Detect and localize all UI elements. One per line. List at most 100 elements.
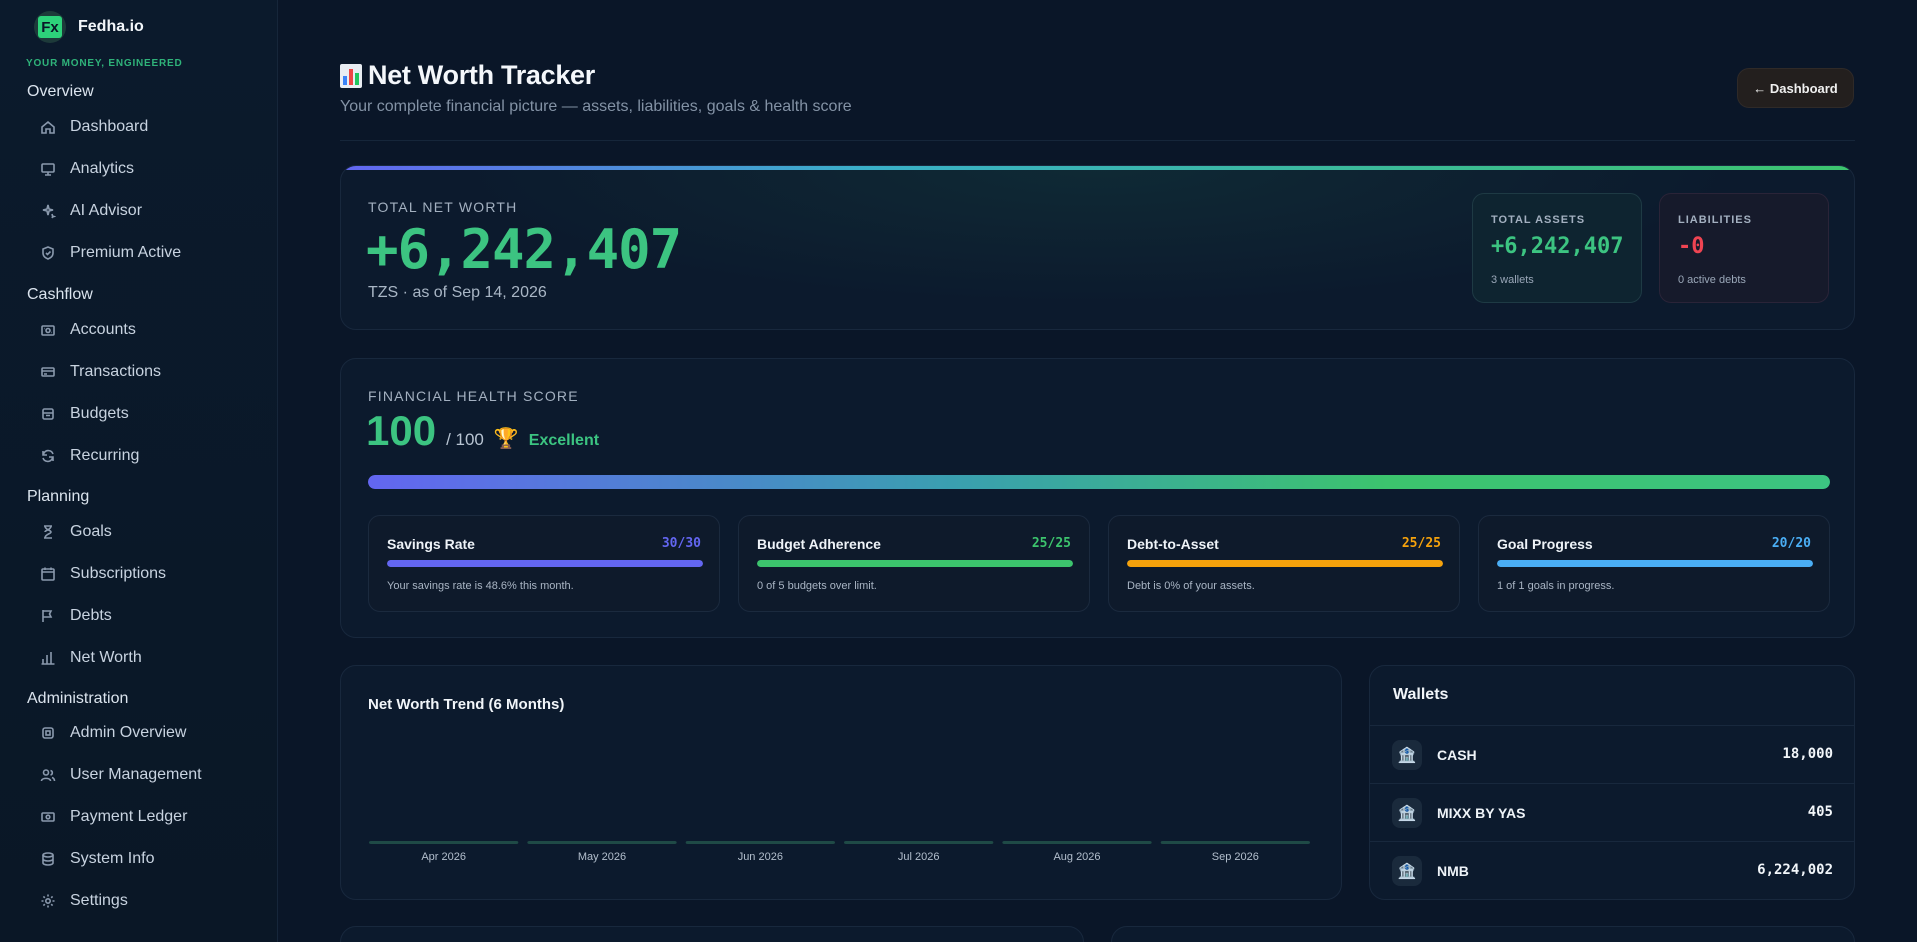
wallets-card: Wallets 🏦 CASH 18,000 🏦 MIXX BY YAS 405 🏦 NMB 6,… (1369, 665, 1855, 900)
metric-description: Your savings rate is 48.6% this month. (387, 580, 574, 592)
metric-bar-fill (387, 560, 703, 567)
sidebar-item-admin-overview[interactable]: Admin Overview (40, 724, 186, 742)
metric-title: Savings Rate (387, 536, 475, 552)
trend-bar-aug-2026[interactable] (1002, 841, 1152, 844)
wallet-icon (40, 322, 56, 338)
users-icon (40, 767, 56, 783)
refresh-icon (40, 448, 56, 464)
health-score-bar (368, 475, 1830, 489)
liabilities-label: LIABILITIES (1678, 214, 1752, 226)
sidebar-item-ai-advisor[interactable]: AI Advisor (40, 202, 142, 220)
sidebar-item-label: Payment Ledger (70, 808, 188, 825)
wallet-row-nmb[interactable]: 🏦 NMB 6,224,002 (1370, 842, 1854, 900)
sidebar-item-goals[interactable]: Goals (40, 523, 112, 541)
gear-icon (40, 893, 56, 909)
sidebar-item-label: Budgets (70, 405, 129, 422)
sidebar-item-label: System Info (70, 850, 155, 867)
sidebar-item-recurring[interactable]: Recurring (40, 447, 139, 465)
total-assets-value: +6,242,407 (1491, 234, 1624, 259)
liabilities-value: -0 (1678, 234, 1705, 259)
metric-bar (387, 560, 703, 567)
trend-bar-apr-2026[interactable] (369, 841, 519, 844)
sidebar-item-payment-ledger[interactable]: Payment Ledger (40, 808, 187, 826)
trend-bar-may-2026[interactable] (527, 841, 677, 844)
wallet-balance: 405 (1807, 804, 1833, 820)
sidebar-section-planning: Planning (27, 488, 90, 505)
sidebar-item-debts[interactable]: Debts (40, 607, 112, 625)
sidebar-item-label: Admin Overview (70, 724, 187, 741)
wallet-row-divider (1370, 783, 1854, 784)
health-score-value: 100 (366, 407, 437, 454)
sidebar-item-premium-active[interactable]: Premium Active (40, 244, 181, 262)
back-to-dashboard-button[interactable]: ← Dashboard (1737, 68, 1854, 108)
sidebar-section-overview: Overview (27, 83, 94, 100)
sidebar-item-subscriptions[interactable]: Subscriptions (40, 565, 166, 583)
wallet-balance: 18,000 (1782, 746, 1833, 762)
sidebar-item-dashboard[interactable]: Dashboard (40, 118, 148, 136)
chip-icon (40, 725, 56, 741)
sidebar-item-accounts[interactable]: Accounts (40, 321, 136, 339)
brand-logo: Fx (34, 11, 66, 43)
health-score-bar-fill (368, 475, 1830, 489)
sidebar-item-label: Goals (70, 523, 112, 540)
trend-tick-label: Aug 2026 (1053, 851, 1100, 863)
metric-bar-fill (1497, 560, 1813, 567)
bank-icon: 🏦 (1392, 740, 1422, 770)
trend-bar-jul-2026[interactable] (844, 841, 994, 844)
sidebar-item-settings[interactable]: Settings (40, 892, 128, 910)
metric-title: Debt-to-Asset (1127, 536, 1219, 552)
sidebar-item-user-management[interactable]: User Management (40, 766, 202, 784)
shield-check-icon (40, 245, 56, 261)
sidebar-item-system-info[interactable]: System Info (40, 850, 154, 868)
sidebar-item-label: AI Advisor (70, 202, 143, 219)
database-icon (40, 851, 56, 867)
net-worth-subtext: TZS · as of Sep 14, 2026 (368, 284, 547, 301)
metric-title: Budget Adherence (757, 536, 881, 552)
wallet-name: MIXX BY YAS (1437, 805, 1526, 821)
sidebar-item-label: Recurring (70, 447, 140, 464)
wallets-title: Wallets (1393, 686, 1449, 703)
sidebar-item-label: Settings (70, 892, 128, 909)
trend-tick-label: Jun 2026 (738, 851, 783, 863)
wallet-name: NMB (1437, 863, 1469, 879)
sidebar-section-administration: Administration (27, 690, 129, 707)
brand[interactable]: Fx Fedha.io (34, 11, 144, 43)
hourglass-icon (40, 524, 56, 540)
sidebar-item-label: Accounts (70, 321, 136, 338)
health-score-max: / 100 (446, 430, 484, 449)
sidebar-item-budgets[interactable]: Budgets (40, 405, 129, 423)
page-title-text: Net Worth Tracker (368, 60, 595, 90)
metric-score: 25/25 (1031, 536, 1071, 551)
trend-tick-label: May 2026 (578, 851, 626, 863)
flag-icon (40, 608, 56, 624)
card-icon (40, 364, 56, 380)
metric-bar (1127, 560, 1443, 567)
sidebar-item-transactions[interactable]: Transactions (40, 363, 161, 381)
sidebar: Fx Fedha.io YOUR MONEY, ENGINEERED Overv… (0, 0, 278, 942)
page-subtitle: Your complete financial picture — assets… (340, 98, 852, 115)
brand-logo-text: Fx (38, 16, 62, 38)
metric-description: 1 of 1 goals in progress. (1497, 580, 1615, 592)
header-divider (340, 140, 1855, 141)
wallet-name: CASH (1437, 747, 1477, 763)
page-title: Net Worth Tracker (340, 60, 595, 91)
trend-bar-sep-2026[interactable] (1160, 841, 1310, 844)
metric-description: Debt is 0% of your assets. (1127, 580, 1255, 592)
sidebar-item-analytics[interactable]: Analytics (40, 160, 134, 178)
sidebar-item-label: Debts (70, 607, 112, 624)
bar-chart-emoji-icon (340, 63, 362, 88)
total-assets-card: TOTAL ASSETS +6,242,407 3 wallets (1472, 193, 1642, 303)
net-worth-trend-chart: Apr 2026 May 2026 Jun 2026 Jul 2026 Aug 2026… (369, 841, 1310, 863)
sidebar-item-label: Dashboard (70, 118, 149, 135)
metric-description: 0 of 5 budgets over limit. (757, 580, 877, 592)
trend-bar-jun-2026[interactable] (685, 841, 835, 844)
wallet-row-cash[interactable]: 🏦 CASH 18,000 (1370, 726, 1854, 784)
home-icon (40, 119, 56, 135)
brand-name: Fedha.io (78, 18, 144, 35)
metric-score: 30/30 (661, 536, 701, 551)
total-assets-sub: 3 wallets (1491, 274, 1534, 286)
sidebar-item-net-worth[interactable]: Net Worth (40, 649, 142, 667)
wallet-row-mixx-by-yas[interactable]: 🏦 MIXX BY YAS 405 (1370, 784, 1854, 842)
metric-bar-fill (757, 560, 1073, 567)
metric-score: 25/25 (1401, 536, 1441, 551)
